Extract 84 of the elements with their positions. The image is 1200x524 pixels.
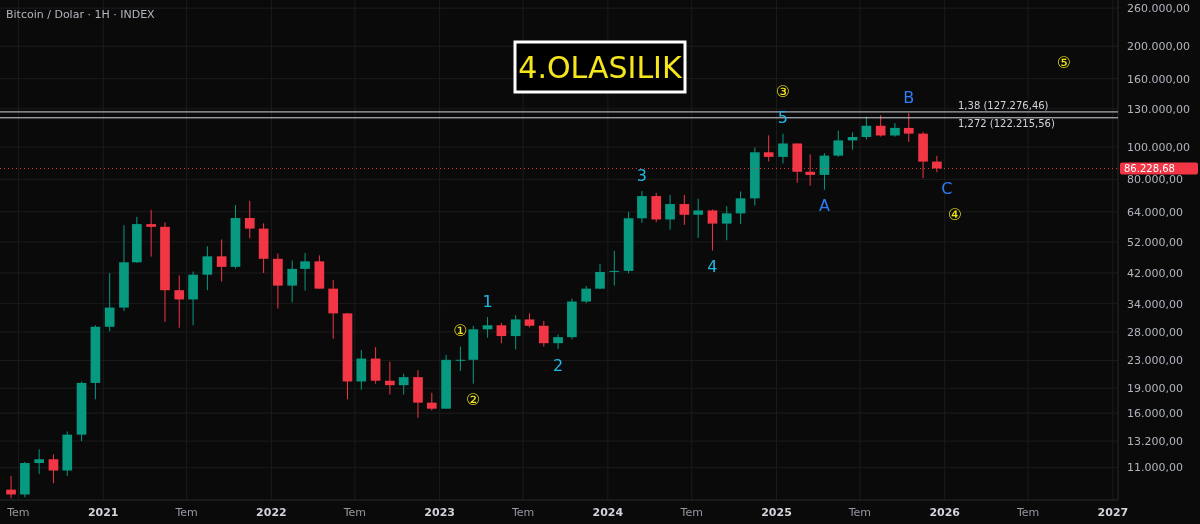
annotation: ①: [453, 321, 468, 341]
x-tick-label: Tem: [510, 506, 535, 519]
y-tick-label: 260.000,00: [1127, 2, 1190, 15]
candlestick: [385, 361, 395, 395]
annotation: ③: [775, 82, 791, 102]
annotation: 4: [707, 257, 718, 277]
y-tick-label: 28.000,00: [1127, 325, 1183, 339]
candlestick: [819, 152, 830, 191]
candlestick: [216, 238, 227, 283]
x-tick-label: 2026: [929, 506, 961, 519]
x-tick-label: Tem: [342, 506, 367, 519]
candlestick: [356, 349, 367, 391]
annotation: C: [941, 178, 953, 198]
annotation: ⑤: [1056, 52, 1072, 72]
y-tick-label: 80.000,00: [1127, 173, 1183, 187]
x-tick-label: 2021: [87, 506, 119, 519]
candlestick: [861, 116, 872, 140]
ref-line-label: 86.228,68: [1124, 162, 1175, 174]
candlestick: [763, 134, 774, 162]
annotation: 2: [552, 355, 564, 375]
annotation: A: [818, 196, 830, 216]
y-tick-label: 16.000,00: [1127, 407, 1183, 421]
candlestick: [538, 320, 549, 348]
candlestick: [553, 333, 563, 350]
candlestick: [651, 192, 662, 223]
candlestick: [778, 133, 788, 165]
x-tick-label: 2024: [592, 506, 624, 519]
y-tick-label: 52.000,00: [1127, 235, 1183, 249]
candlestick: [300, 252, 310, 292]
x-tick-label: Tem: [1015, 506, 1040, 519]
candlestick: [595, 263, 605, 290]
y-tick-label: 11.000,00: [1127, 461, 1183, 475]
text: Bitcoin / Dolar · 1H · INDEX: [6, 8, 156, 21]
annotation: ④: [947, 204, 963, 224]
candlestick: [721, 205, 732, 241]
candlestick: [398, 373, 409, 395]
ref-line-label: 1,38 (127.276,46): [958, 99, 1049, 111]
candlestick: [679, 194, 690, 226]
candlestick: [609, 250, 620, 287]
candlestick: [370, 346, 381, 385]
annotation: 3: [636, 165, 648, 185]
candlestick: [48, 453, 59, 484]
candlestick: [875, 114, 886, 138]
y-tick-label: 200.000,00: [1127, 40, 1190, 54]
candlestick: [244, 200, 255, 239]
candlestick: [637, 190, 647, 224]
x-tick-label: Tem: [174, 506, 198, 519]
candlestick: [146, 209, 156, 258]
x-tick-label: 2025: [761, 506, 792, 519]
x-tick-label: Tem: [679, 506, 703, 519]
candlestick: [707, 209, 718, 252]
candlestick: [665, 194, 675, 231]
candlestick: [496, 322, 507, 344]
ref-line-label: 1,272 (122.215,56): [958, 117, 1055, 129]
candlestick: [903, 112, 914, 143]
x-tick-label: 2027: [1097, 506, 1129, 519]
x-tick-label: 2023: [424, 506, 455, 519]
candlestick: [104, 272, 115, 332]
x-tick-label: Tem: [847, 506, 872, 519]
candlestick: [735, 190, 746, 225]
annotation: ②: [466, 390, 481, 410]
candlestick: [482, 316, 493, 339]
candlestick: [510, 314, 521, 350]
y-tick-label: 19.000,00: [1127, 382, 1183, 396]
x-tick-label: 2022: [256, 506, 287, 519]
candlestick: [833, 130, 844, 158]
candlestick: [34, 448, 45, 475]
annotation: 1: [482, 291, 493, 311]
annotation: B: [903, 87, 915, 107]
y-tick-label: 64.000,00: [1127, 205, 1183, 219]
y-tick-label: 42.000,00: [1127, 266, 1183, 280]
candlestick: [287, 259, 298, 303]
x-tick-label: Tem: [6, 506, 30, 519]
y-tick-label: 130.000,00: [1127, 102, 1190, 116]
y-tick-label: 13.200,00: [1127, 434, 1183, 448]
y-tick-label: 100.000,00: [1127, 140, 1190, 154]
y-tick-label: 160.000,00: [1127, 72, 1190, 86]
candlestick: [455, 346, 466, 372]
candlestick: [202, 245, 213, 291]
y-tick-label: 23.000,00: [1127, 354, 1183, 368]
y-tick-label: 34.000,00: [1127, 297, 1183, 311]
candlestick: [174, 274, 185, 329]
text: 4.OLASILIK: [518, 49, 683, 85]
candlestick: [693, 198, 704, 239]
